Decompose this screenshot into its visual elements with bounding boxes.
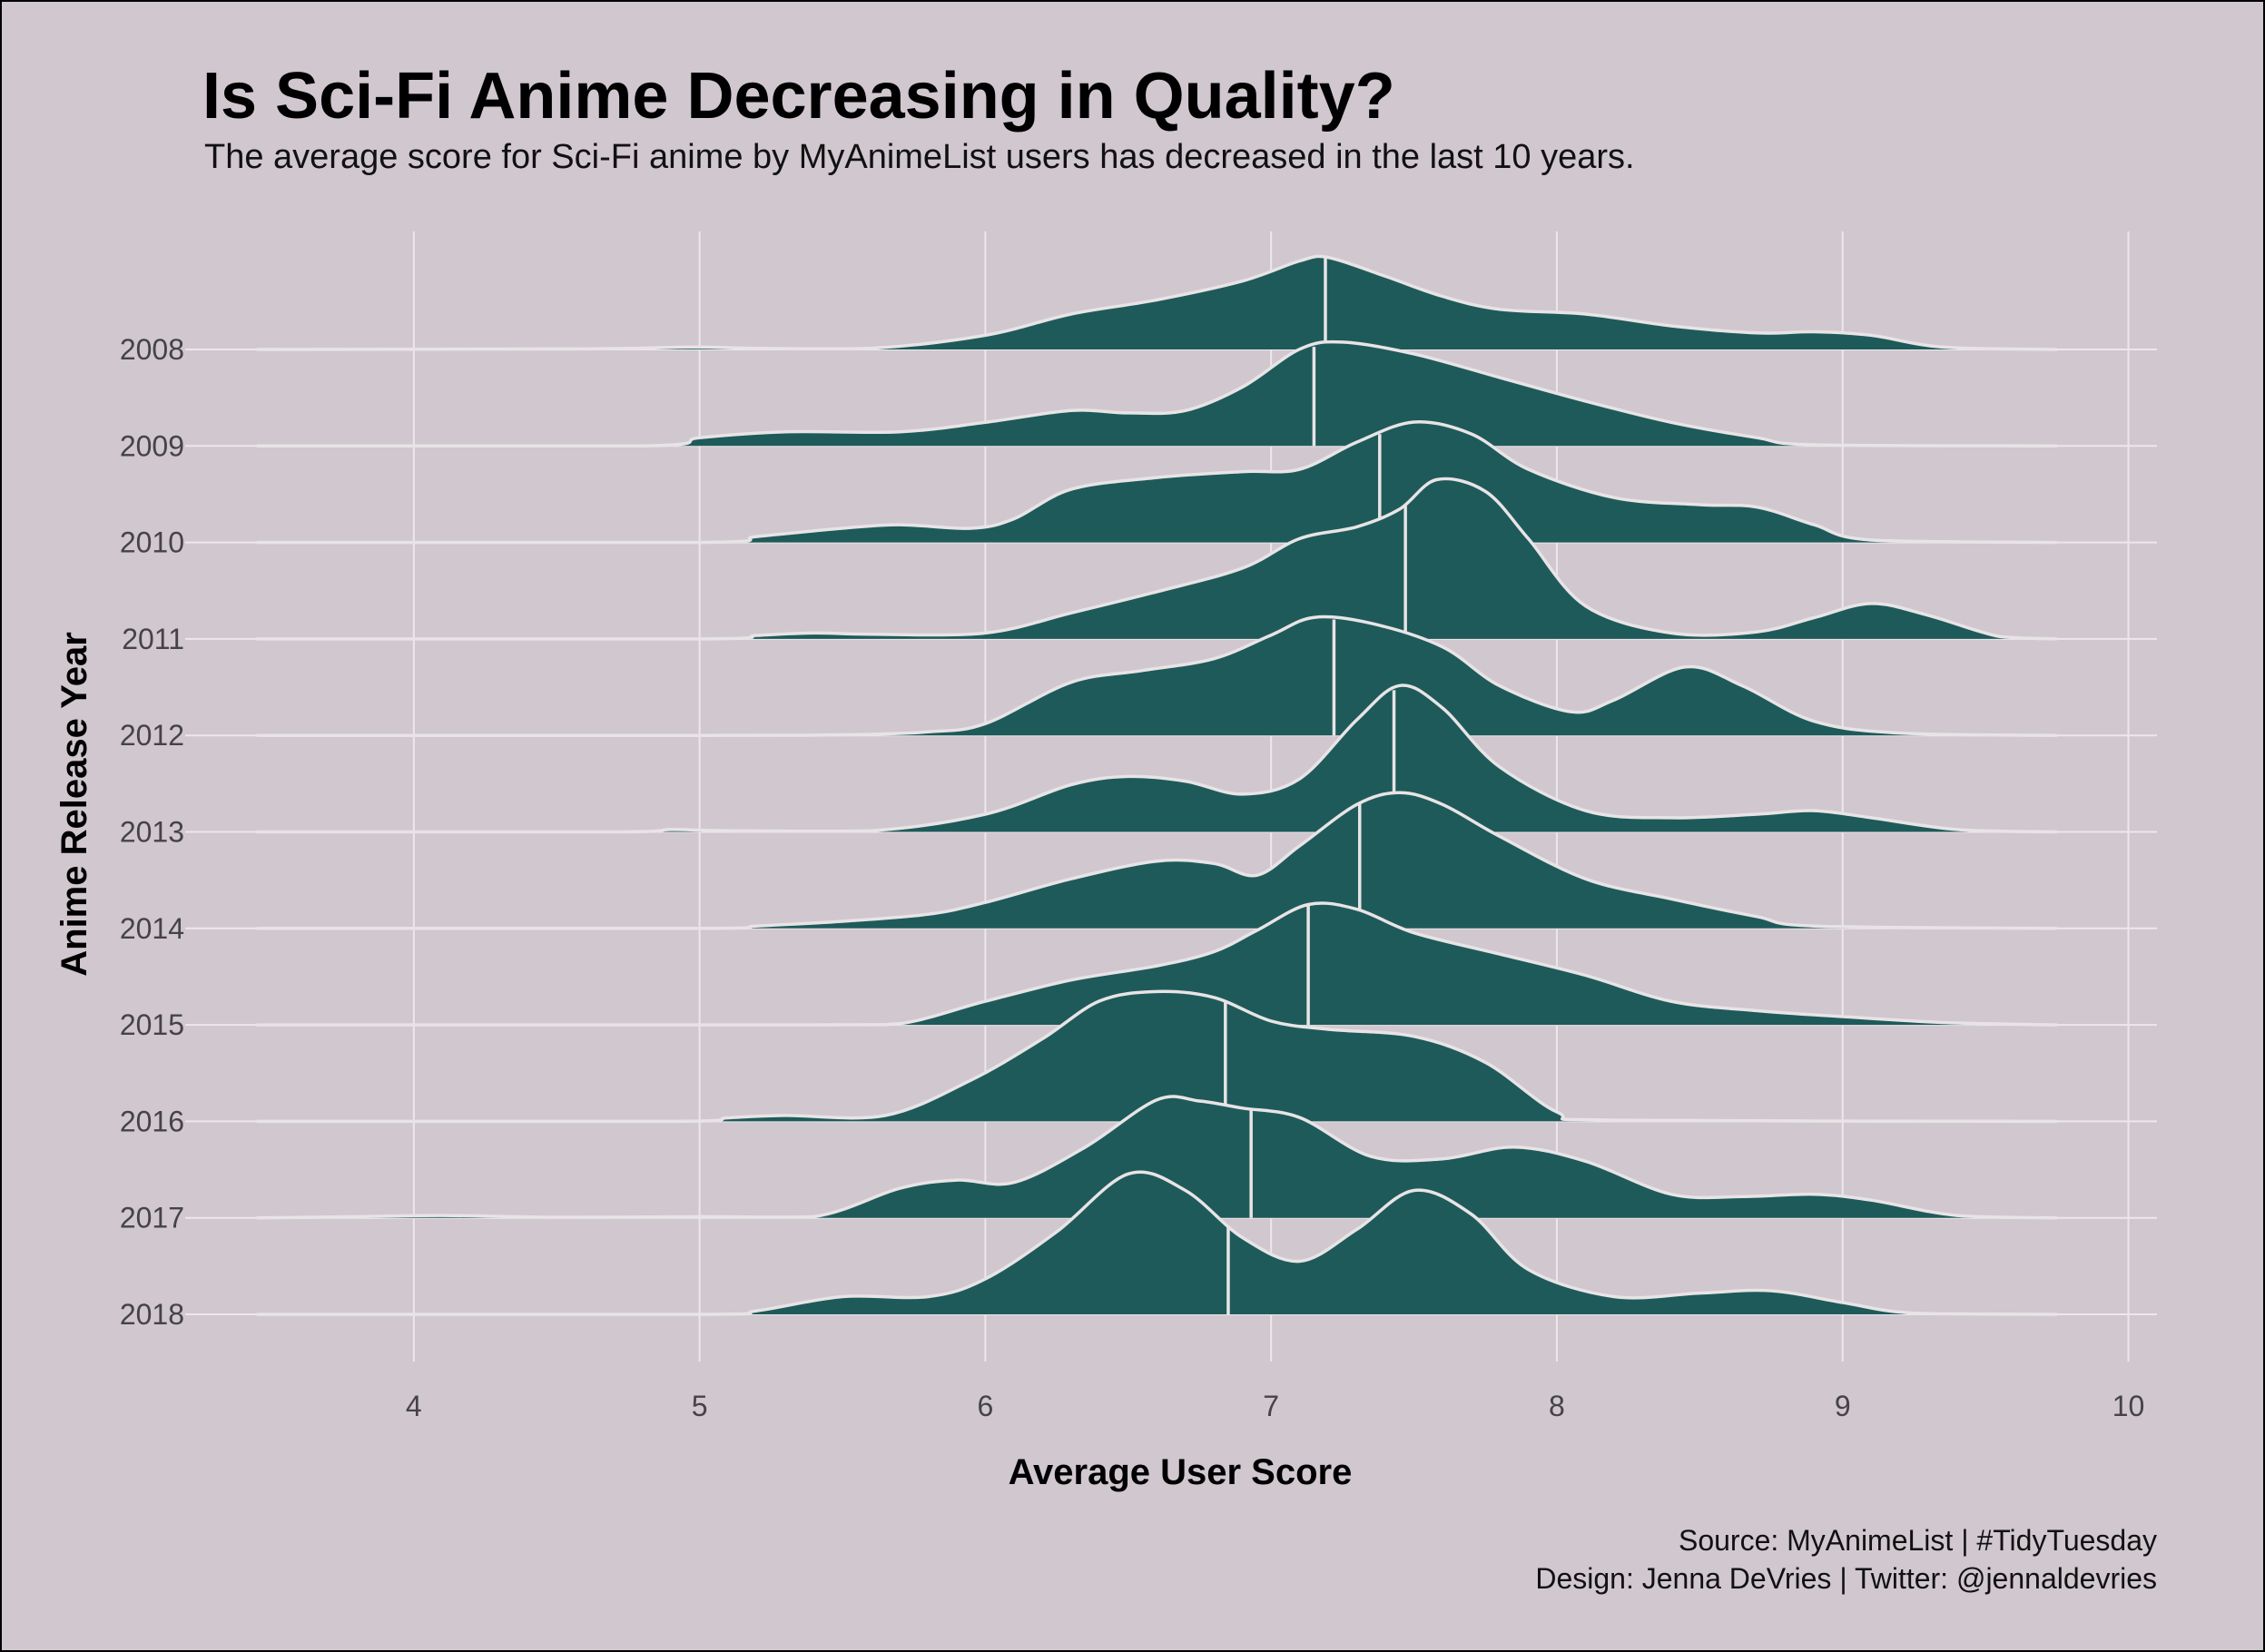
y-tick-label-2016: 2016 xyxy=(120,1105,184,1137)
y-tick-label-2009: 2009 xyxy=(120,429,184,462)
ridge-outline-2013 xyxy=(256,683,2057,834)
ridges xyxy=(185,254,2157,1316)
y-tick-label-2012: 2012 xyxy=(120,719,184,752)
ridge-fill-2015 xyxy=(256,902,2057,1026)
ridge-outline-2016 xyxy=(256,989,2057,1124)
ridge-outline-2015 xyxy=(256,901,2057,1027)
ridge-2017 xyxy=(256,1095,2057,1220)
caption-source: Source: MyAnimeList | #TidyTuesday xyxy=(1679,1524,2157,1557)
ridge-fill-2014 xyxy=(256,792,2057,929)
y-axis-title: Anime Release Year xyxy=(54,632,94,977)
ridge-fill-2013 xyxy=(256,685,2057,832)
ridge-fill-2010 xyxy=(256,421,2057,543)
y-tick-label-2018: 2018 xyxy=(120,1298,184,1331)
y-tick-label-2013: 2013 xyxy=(120,816,184,849)
y-tick-label-2017: 2017 xyxy=(120,1202,184,1234)
y-tick-label-2008: 2008 xyxy=(120,333,184,366)
ridge-fill-2008 xyxy=(256,256,2057,349)
ridge-outline-2014 xyxy=(256,791,2057,930)
y-tick-label-2014: 2014 xyxy=(120,912,184,945)
ridge-outline-2012 xyxy=(256,615,2057,737)
y-tick-label-2010: 2010 xyxy=(120,526,184,559)
x-tick-label-5: 5 xyxy=(692,1390,708,1422)
ridge-2015 xyxy=(256,901,2057,1027)
ridge-outline-2011 xyxy=(256,477,2057,641)
ridge-fill-2011 xyxy=(256,478,2057,639)
chart-title: Is Sci-Fi Anime Decreasing in Quality? xyxy=(202,60,1395,133)
x-axis-title: Average User Score xyxy=(1009,1452,1353,1492)
ridge-outline-2009 xyxy=(256,339,2057,448)
ridge-2014 xyxy=(256,791,2057,930)
x-tick-label-6: 6 xyxy=(977,1390,993,1422)
ridge-fill-2009 xyxy=(256,341,2057,447)
ridge-outline-2018 xyxy=(256,1170,2057,1316)
y-tick-labels: 2008 2009 2010 2011 2012 2013 2014 2015 2016 2017… xyxy=(120,333,184,1331)
ridge-fill-2016 xyxy=(256,991,2057,1122)
x-tick-label-4: 4 xyxy=(406,1390,422,1422)
x-tick-label-7: 7 xyxy=(1263,1390,1279,1422)
ridge-fill-2018 xyxy=(256,1172,2057,1314)
chart-subtitle: The average score for Sci-Fi anime by My… xyxy=(204,138,1635,176)
x-tick-label-10: 10 xyxy=(2112,1390,2145,1422)
ridge-fill-2017 xyxy=(256,1096,2057,1218)
y-tick-label-2011: 2011 xyxy=(122,623,184,655)
ridge-2009 xyxy=(256,339,2057,448)
y-tick-label-2015: 2015 xyxy=(120,1008,184,1041)
ridge-2012 xyxy=(256,615,2057,737)
x-tick-label-8: 8 xyxy=(1549,1390,1565,1422)
ridge-2018 xyxy=(256,1170,2057,1316)
ridge-outline-2010 xyxy=(256,420,2057,545)
ridge-2011 xyxy=(256,477,2057,641)
x-tick-label-9: 9 xyxy=(1835,1390,1851,1422)
caption-design: Design: Jenna DeVries | Twitter: @jennal… xyxy=(1535,1562,2157,1595)
ridge-outline-2008 xyxy=(256,254,2057,351)
x-tick-labels: 4 5 6 7 8 9 10 xyxy=(406,1390,2144,1422)
ridge-2016 xyxy=(256,989,2057,1124)
ridge-2008 xyxy=(256,254,2057,351)
ridge-outline-2017 xyxy=(256,1095,2057,1220)
ridge-fill-2012 xyxy=(256,616,2057,736)
